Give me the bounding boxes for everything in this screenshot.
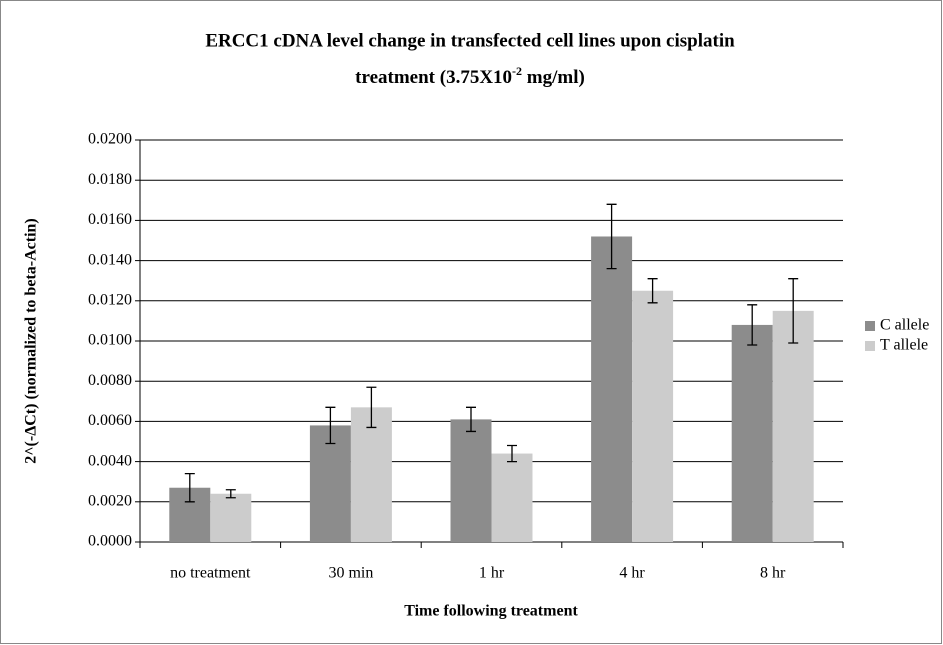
x-tick-label: 4 hr bbox=[619, 565, 645, 582]
bar bbox=[309, 425, 351, 542]
y-tick-label: 0.0180 bbox=[88, 171, 132, 188]
x-tick-label: 8 hr bbox=[760, 565, 786, 582]
legend-label: T allele bbox=[880, 337, 928, 354]
bar bbox=[350, 407, 392, 542]
y-tick-label: 0.0080 bbox=[88, 372, 132, 389]
y-tick-label: 0.0120 bbox=[88, 291, 132, 308]
bar bbox=[772, 310, 814, 542]
y-tick-label: 0.0140 bbox=[88, 251, 132, 268]
bar bbox=[731, 324, 773, 542]
error-bar bbox=[325, 406, 336, 445]
x-tick-label: no treatment bbox=[170, 565, 251, 582]
chart-title: ERCC1 cDNA level change in transfected c… bbox=[205, 30, 735, 51]
title-superscript: -2 bbox=[512, 64, 522, 78]
bar bbox=[591, 236, 633, 543]
bar bbox=[450, 419, 492, 542]
y-tick-label: 0.0100 bbox=[88, 332, 132, 349]
y-tick-label: 0.0160 bbox=[88, 211, 132, 228]
y-tick-label: 0.0040 bbox=[88, 452, 132, 469]
y-tick-label: 0.0060 bbox=[88, 412, 132, 429]
bar bbox=[210, 493, 252, 542]
error-bar bbox=[606, 203, 617, 270]
y-tick-label: 0.0020 bbox=[88, 492, 132, 509]
chart-title: treatment (3.75X10-2 mg/ml) bbox=[355, 64, 585, 89]
error-bar bbox=[225, 489, 236, 499]
error-bar bbox=[507, 444, 517, 463]
x-tick-label: 30 min bbox=[328, 565, 373, 582]
x-tick-label: 1 hr bbox=[479, 565, 505, 582]
y-tick-label: 0.0200 bbox=[88, 131, 132, 148]
error-bar bbox=[184, 473, 195, 503]
bar bbox=[632, 290, 674, 542]
error-bar bbox=[366, 386, 377, 429]
title-part: mg/ml) bbox=[522, 67, 585, 88]
error-bar bbox=[747, 304, 758, 346]
legend-swatch bbox=[865, 321, 875, 331]
error-bar bbox=[466, 406, 476, 433]
legend-label: C allele bbox=[880, 317, 929, 334]
x-axis-label: Time following treatment bbox=[404, 603, 578, 620]
error-bar bbox=[647, 278, 658, 304]
error-bar bbox=[788, 278, 799, 344]
y-axis-label: 2^(-ΔCt) (normalized to beta-Actin) bbox=[23, 218, 40, 463]
title-part: treatment (3.75X10 bbox=[355, 67, 512, 88]
bar bbox=[491, 453, 533, 542]
y-tick-label: 0.0000 bbox=[88, 533, 132, 550]
legend-swatch bbox=[865, 341, 875, 351]
